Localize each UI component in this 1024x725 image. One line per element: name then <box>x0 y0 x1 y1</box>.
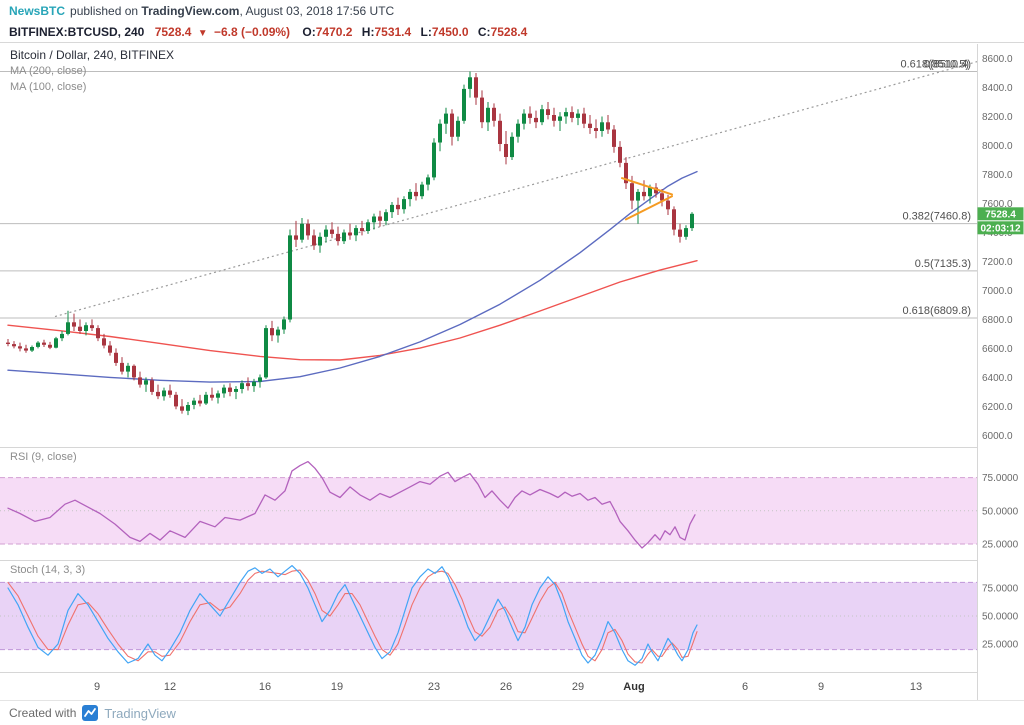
svg-text:23: 23 <box>428 681 440 693</box>
svg-text:7800.0: 7800.0 <box>982 170 1013 181</box>
ma100-line <box>7 170 698 383</box>
svg-text:7600.0: 7600.0 <box>982 199 1013 210</box>
price-axis: 8600.08400.08200.08000.07800.07600.07400… <box>977 44 1024 700</box>
open-label: O: <box>302 25 316 39</box>
svg-text:25.0000: 25.0000 <box>982 540 1019 551</box>
svg-text:8400.0: 8400.0 <box>982 83 1013 94</box>
svg-text:12: 12 <box>164 681 176 693</box>
rsi-indicator-label: RSI (9, close) <box>10 451 77 463</box>
time-axis: 9 12 16 19 23 26 29 Aug 6 9 13 <box>94 681 922 693</box>
ma200-line <box>7 259 698 361</box>
low-value: 7450.0 <box>431 25 469 39</box>
created-with-text: Created with <box>9 706 77 720</box>
ma200-indicator-label: MA (200, close) <box>10 65 87 77</box>
tradingview-link[interactable]: TradingView <box>104 705 176 721</box>
svg-text:6800.0: 6800.0 <box>982 315 1013 326</box>
price-change: −6.8 (−0.09%) <box>214 25 291 39</box>
published-prefix: published on <box>70 4 139 18</box>
stoch-indicator-label: Stoch (14, 3, 3) <box>10 564 86 576</box>
stoch-lines <box>7 564 698 666</box>
svg-text:7528.4: 7528.4 <box>985 209 1016 220</box>
svg-text:26: 26 <box>500 681 512 693</box>
svg-text:7000.0: 7000.0 <box>982 286 1013 297</box>
svg-text:8000.0: 8000.0 <box>982 141 1013 152</box>
svg-text:6600.0: 6600.0 <box>982 344 1013 355</box>
svg-text:0(8510.4): 0(8510.4) <box>924 58 971 70</box>
main-chart-title: Bitcoin / Dollar, 240, BITFINEX <box>10 48 175 62</box>
fib-levels: 0(8510.4)0.618(8510.5) 0.382(7460.8) 0.5(7… <box>0 58 977 319</box>
symbol-bar: BITFINEX:BTCUSD, 240 7528.4 ▼ −6.8 (−0.0… <box>0 22 1024 43</box>
site-link[interactable]: TradingView.com <box>141 4 240 18</box>
down-arrow-icon: ▼ <box>197 28 208 39</box>
moving-averages <box>7 170 698 383</box>
publish-bar: NewsBTC published on TradingView.com, Aug… <box>0 0 1024 22</box>
candles-series <box>6 71 694 416</box>
svg-text:8600.0: 8600.0 <box>982 54 1013 65</box>
publisher-link[interactable]: NewsBTC <box>9 4 66 18</box>
svg-text:75.0000: 75.0000 <box>982 584 1019 595</box>
pennant-pattern <box>621 177 673 221</box>
svg-text:13: 13 <box>910 681 922 693</box>
svg-text:0.382(7460.8): 0.382(7460.8) <box>903 211 972 223</box>
low-label: L: <box>420 25 432 39</box>
oscillator-bands <box>0 477 977 651</box>
svg-text:6000.0: 6000.0 <box>982 431 1013 442</box>
open-value: 7470.2 <box>315 25 353 39</box>
svg-text:0.618(8510.5): 0.618(8510.5) <box>901 58 970 70</box>
svg-text:50.0000: 50.0000 <box>982 612 1019 623</box>
svg-text:6200.0: 6200.0 <box>982 402 1013 413</box>
last-price: 7528.4 <box>154 25 192 39</box>
ma100-indicator-label: MA (100, close) <box>10 81 87 93</box>
close-value: 7528.4 <box>490 25 528 39</box>
close-label: C: <box>477 25 491 39</box>
svg-text:16: 16 <box>259 681 271 693</box>
svg-text:0.618(6809.8): 0.618(6809.8) <box>903 305 972 317</box>
symbol-name[interactable]: BITFINEX:BTCUSD, 240 <box>9 25 145 39</box>
svg-text:0.5(7135.3): 0.5(7135.3) <box>915 258 971 270</box>
published-suffix: , August 03, 2018 17:56 UTC <box>239 4 395 18</box>
svg-text:9: 9 <box>94 681 100 693</box>
svg-text:29: 29 <box>572 681 584 693</box>
svg-text:Aug: Aug <box>623 681 644 693</box>
last-price-badge: 7528.4 02:03:12 <box>977 207 1024 234</box>
trendline <box>54 60 979 318</box>
svg-text:50.0000: 50.0000 <box>982 506 1019 517</box>
svg-text:25.0000: 25.0000 <box>982 640 1019 651</box>
rsi-line <box>7 460 696 549</box>
svg-text:8200.0: 8200.0 <box>982 112 1013 123</box>
panel-separators <box>0 447 1024 673</box>
svg-text:75.0000: 75.0000 <box>982 473 1019 484</box>
svg-text:02:03:12: 02:03:12 <box>980 223 1020 234</box>
stoch-k-line <box>7 564 698 666</box>
high-value: 7531.4 <box>374 25 412 39</box>
svg-text:6400.0: 6400.0 <box>982 373 1013 384</box>
svg-text:9: 9 <box>818 681 824 693</box>
chart-canvas[interactable]: 0(8510.4)0.618(8510.5) 0.382(7460.8) 0.5(7… <box>0 44 1024 700</box>
footer-bar: Created with TradingView <box>0 700 1024 725</box>
svg-text:6: 6 <box>742 681 748 693</box>
tradingview-logo-icon <box>82 705 99 721</box>
high-label: H: <box>361 25 375 39</box>
svg-text:19: 19 <box>331 681 343 693</box>
svg-text:7200.0: 7200.0 <box>982 257 1013 268</box>
